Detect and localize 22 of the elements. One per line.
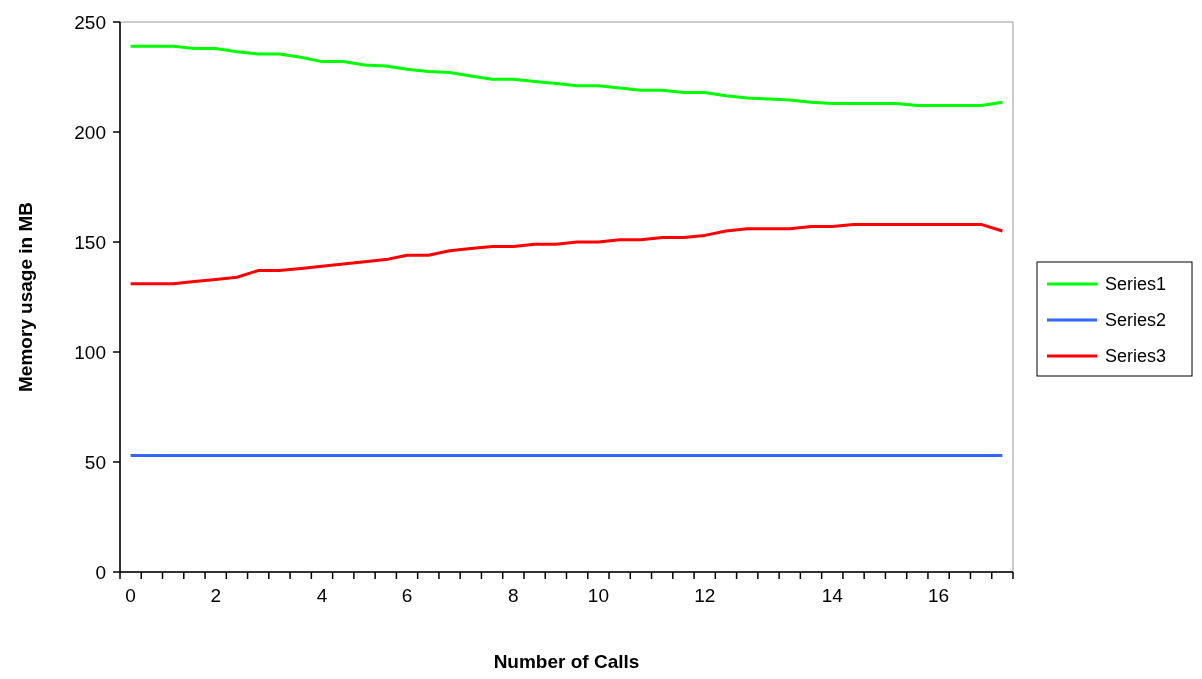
line-series xyxy=(129,44,1004,108)
x-tick-label: 16 xyxy=(928,585,950,606)
y-tick-label: 250 xyxy=(74,11,106,33)
y-tick-label: 50 xyxy=(84,451,106,473)
y-tick-label: 200 xyxy=(74,121,106,143)
y-axis-title: Memory usage in MB xyxy=(15,201,36,393)
x-tick-label: 6 xyxy=(401,585,413,606)
x-tick-label: 4 xyxy=(316,585,328,606)
x-tick-label: 14 xyxy=(821,585,844,606)
legend-label: Series1 xyxy=(1105,274,1167,295)
y-tick-label: 150 xyxy=(74,231,106,253)
legend-label: Series2 xyxy=(1105,310,1167,331)
line-series xyxy=(129,222,1004,286)
x-tick-label: 0 xyxy=(125,585,136,606)
x-tick-label: 8 xyxy=(508,585,519,606)
y-tick-label: 100 xyxy=(74,341,106,363)
x-tick-label: 2 xyxy=(210,585,221,606)
y-tick-label: 0 xyxy=(95,561,106,583)
x-tick-label: 12 xyxy=(694,585,716,606)
x-axis-title: Number of Calls xyxy=(493,651,640,672)
x-tick-label: 10 xyxy=(587,585,609,606)
legend-label: Series3 xyxy=(1105,346,1167,367)
